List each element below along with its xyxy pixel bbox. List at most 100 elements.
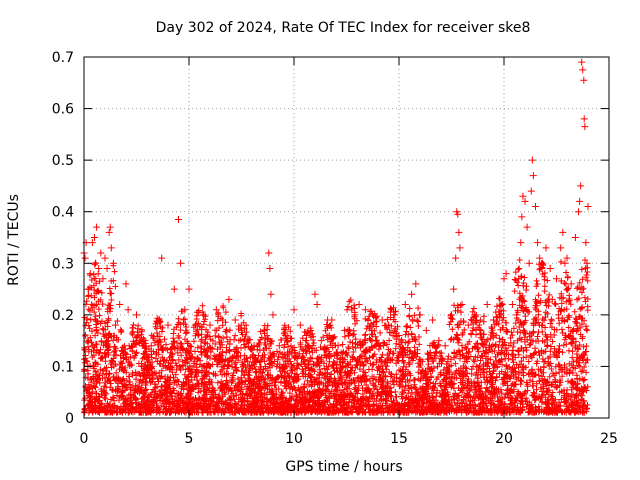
data-point — [577, 182, 585, 190]
x-tick-label: 0 — [80, 431, 89, 447]
data-point — [290, 306, 298, 314]
data-point — [266, 264, 274, 272]
data-point — [536, 254, 544, 262]
data-point — [508, 301, 516, 309]
data-point — [575, 208, 583, 216]
data-point — [334, 342, 342, 350]
data-point — [106, 223, 114, 231]
data-point — [579, 66, 587, 74]
data-point — [107, 244, 115, 252]
data-point — [225, 295, 233, 303]
data-point — [496, 311, 504, 319]
data-point — [133, 311, 140, 319]
data-point — [340, 326, 348, 334]
data-point — [99, 275, 107, 283]
data-point — [317, 337, 325, 345]
data-point — [378, 316, 386, 324]
y-tick-label: 0.6 — [52, 102, 74, 118]
data-point — [525, 259, 533, 267]
data-point — [244, 337, 252, 345]
data-point — [212, 306, 220, 314]
data-point — [309, 342, 317, 350]
data-point — [538, 264, 546, 272]
y-tick-label: 0.7 — [52, 50, 74, 66]
data-point — [578, 58, 586, 66]
data-point — [567, 280, 575, 288]
data-point — [517, 239, 525, 247]
data-point — [259, 352, 266, 360]
data-point — [416, 311, 424, 319]
y-tick-label: 0.2 — [52, 308, 74, 324]
data-point — [441, 342, 449, 350]
data-point — [422, 326, 430, 334]
data-point — [408, 290, 416, 298]
data-point — [490, 316, 497, 324]
data-point — [471, 311, 479, 319]
data-point — [561, 259, 569, 267]
data-point — [311, 290, 319, 298]
data-point — [523, 223, 531, 231]
x-tick-label: 25 — [600, 431, 618, 447]
plot-border — [83, 56, 610, 419]
data-point — [391, 311, 399, 319]
data-point — [553, 275, 560, 283]
data-point — [112, 321, 119, 329]
y-axis-label: ROTI / TECUs — [6, 194, 22, 286]
data-point — [576, 197, 584, 205]
x-tick-label: 20 — [495, 431, 513, 447]
data-point — [147, 342, 155, 350]
x-axis-label: GPS time / hours — [285, 459, 402, 475]
data-point — [412, 280, 420, 288]
data-point — [450, 285, 458, 293]
chart-title: Day 302 of 2024, Rate Of TEC Index for r… — [156, 20, 531, 36]
data-point — [296, 321, 304, 329]
data-point — [521, 197, 529, 205]
y-tick-label: 0 — [65, 411, 74, 427]
data-point — [401, 301, 409, 309]
data-point — [454, 210, 462, 218]
data-point — [368, 326, 376, 334]
y-tick-label: 0.3 — [52, 256, 74, 272]
data-point — [355, 301, 363, 309]
data-point — [116, 301, 124, 309]
data-point — [101, 254, 109, 262]
data-point — [563, 254, 571, 262]
data-point — [580, 115, 588, 123]
data-point — [518, 213, 526, 221]
data-point — [458, 301, 466, 309]
data-point — [122, 280, 130, 288]
data-point — [548, 295, 556, 303]
data-point — [84, 285, 92, 293]
data-point — [231, 316, 239, 324]
data-point — [345, 331, 353, 339]
data-points — [80, 58, 592, 416]
data-point — [185, 285, 193, 293]
data-point — [124, 306, 132, 314]
data-point — [105, 228, 113, 236]
data-point — [219, 316, 227, 324]
data-point — [527, 187, 535, 195]
y-tick-label: 0.5 — [52, 153, 74, 169]
data-point — [513, 311, 521, 319]
data-point — [534, 239, 542, 247]
data-point — [455, 228, 463, 236]
data-point — [164, 321, 172, 329]
data-point — [557, 244, 565, 252]
y-tick-label: 0.4 — [52, 205, 74, 221]
data-point — [275, 342, 283, 350]
data-point — [529, 172, 537, 180]
data-point — [584, 203, 592, 211]
data-point — [532, 203, 539, 211]
data-point — [238, 326, 245, 334]
data-point — [515, 275, 523, 283]
data-point — [103, 264, 111, 272]
x-tick-label: 15 — [390, 431, 408, 447]
x-tick-label: 10 — [285, 431, 303, 447]
data-point — [477, 326, 485, 334]
axis-ticks: 0 0.1 0.2 0.3 0.4 0.5 0.6 0.7 0 5 10 15 20 25 — [52, 50, 618, 447]
data-point — [93, 223, 101, 231]
data-point — [372, 337, 380, 345]
data-point — [500, 275, 508, 283]
data-point — [269, 311, 277, 319]
